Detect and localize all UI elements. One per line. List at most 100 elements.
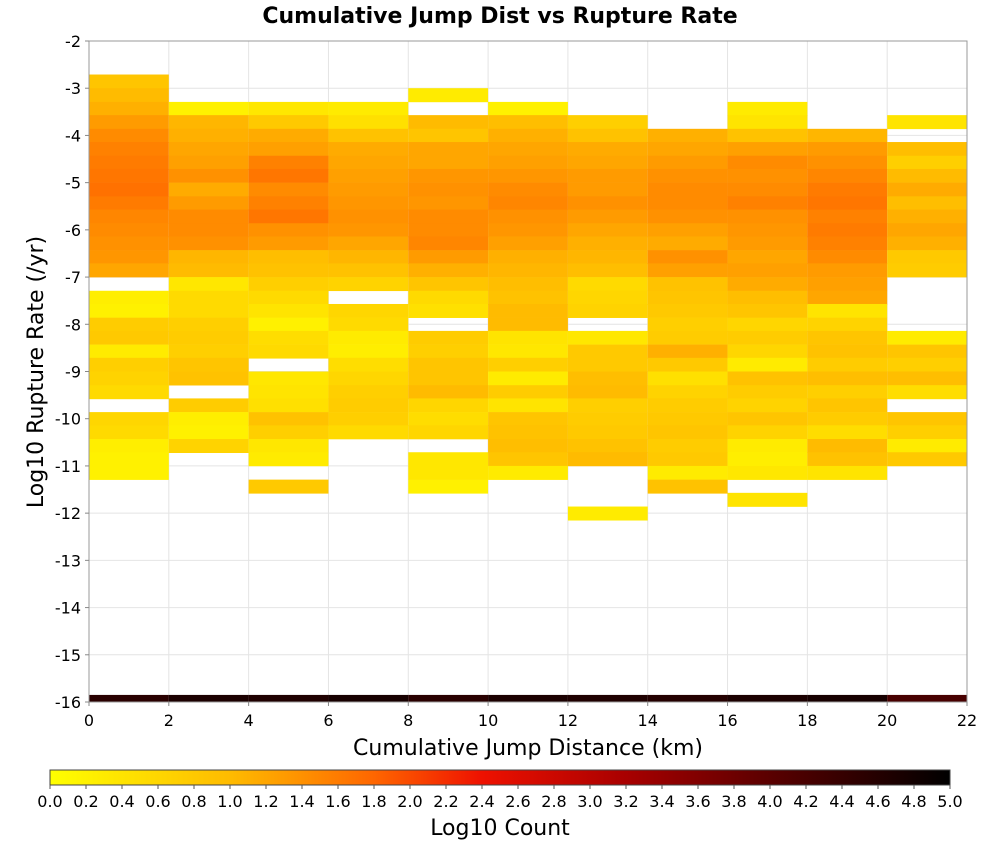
heatmap-cell <box>168 412 249 427</box>
heatmap-cell <box>488 317 568 332</box>
colorbar-tick-label: 4.2 <box>793 792 818 811</box>
colorbar-tick-label: 0.6 <box>145 792 170 811</box>
heatmap-cell <box>807 223 888 238</box>
heatmap-cell <box>887 250 967 265</box>
heatmap-cell <box>647 182 728 197</box>
heatmap-cell <box>328 371 409 386</box>
heatmap-cell <box>488 101 568 116</box>
heatmap-cell <box>488 115 568 130</box>
heatmap-cell <box>89 250 169 265</box>
heatmap-cell <box>168 155 249 170</box>
heatmap-cell <box>488 155 568 170</box>
chart-title: Cumulative Jump Dist vs Rupture Rate <box>262 4 737 29</box>
heatmap-cell <box>887 236 967 251</box>
heatmap-cell <box>328 128 409 143</box>
heatmap-cell <box>807 398 888 413</box>
heatmap-cell <box>727 142 808 157</box>
heatmap-cell <box>168 303 249 318</box>
colorbar-gradient <box>49 769 951 786</box>
heatmap-cell <box>248 398 329 413</box>
heatmap-cell <box>248 371 329 386</box>
heatmap-cell <box>647 223 728 238</box>
y-tick-label: -3 <box>65 79 81 98</box>
heatmap-cell <box>647 479 728 494</box>
heatmap-cell <box>647 128 728 143</box>
heatmap-cell <box>807 196 888 211</box>
heatmap-cell <box>328 142 409 157</box>
heatmap-cell <box>89 209 169 224</box>
heatmap-cell <box>647 263 728 278</box>
heatmap-cell <box>408 385 489 400</box>
heatmap-cell <box>647 330 728 345</box>
heatmap-cell <box>488 465 568 480</box>
heatmap-cell <box>248 196 329 211</box>
heatmap-cell <box>807 128 888 143</box>
colorbar-tick-label: 0.8 <box>181 792 206 811</box>
heatmap-cell <box>488 398 568 413</box>
heatmap-cell <box>328 357 409 372</box>
heatmap-cell <box>328 168 409 183</box>
colorbar-tick-label: 2.8 <box>541 792 566 811</box>
heatmap-cell <box>567 250 648 265</box>
heatmap-cell <box>408 196 489 211</box>
heatmap-cell <box>168 694 249 702</box>
heatmap-cell <box>727 277 808 292</box>
y-tick-label: -9 <box>65 363 81 382</box>
heatmap-cell <box>567 357 648 372</box>
heatmap-cell <box>647 250 728 265</box>
heatmap-cell <box>647 371 728 386</box>
heatmap-cell <box>887 439 967 454</box>
heatmap-cell <box>408 357 489 372</box>
heatmap-cell <box>488 371 568 386</box>
heatmap-cell <box>887 357 967 372</box>
heatmap-cell <box>89 128 169 143</box>
y-tick-label: -4 <box>65 126 81 145</box>
heatmap-cell <box>488 209 568 224</box>
heatmap-cell <box>248 223 329 238</box>
heatmap-cell <box>248 182 329 197</box>
heatmap-cell <box>727 182 808 197</box>
heatmap-cell <box>408 263 489 278</box>
x-tick-label: 6 <box>323 711 333 730</box>
heatmap-cell <box>248 317 329 332</box>
heatmap-cell <box>807 303 888 318</box>
heatmap-cell <box>488 142 568 157</box>
heatmap-cell <box>727 371 808 386</box>
y-axis-ticks: -2 -3 -4 -5 -6 -7 -8 -9 -10 -11 -12 -13 -14 -15 -16 <box>55 32 89 712</box>
colorbar-tick-label: 1.8 <box>361 792 386 811</box>
y-tick-label: -12 <box>55 504 81 523</box>
heatmap-cell <box>887 385 967 400</box>
colorbar-tick-label: 3.2 <box>613 792 638 811</box>
heatmap-cell <box>168 101 249 116</box>
heatmap-cell <box>727 128 808 143</box>
heatmap-cell <box>89 196 169 211</box>
heatmap-cell <box>248 425 329 440</box>
heatmap-cell <box>727 439 808 454</box>
x-axis-label: Cumulative Jump Distance (km) <box>353 736 703 761</box>
colorbar-tick-label: 4.6 <box>865 792 890 811</box>
heatmap-cell <box>248 452 329 467</box>
heatmap-cell <box>328 182 409 197</box>
heatmap-cell <box>887 142 967 157</box>
heatmap-cell <box>408 398 489 413</box>
heatmap-cell <box>567 290 648 305</box>
heatmap-cell <box>328 115 409 130</box>
heatmap-cell <box>647 425 728 440</box>
heatmap-cell <box>328 412 409 427</box>
heatmap-cell <box>408 465 489 480</box>
heatmap-cell <box>567 277 648 292</box>
heatmap-cell <box>727 168 808 183</box>
heatmap-cell <box>887 425 967 440</box>
heatmap-cell <box>727 115 808 130</box>
heatmap-cell <box>727 101 808 116</box>
heatmap-cell <box>248 694 329 702</box>
heatmap-cell <box>647 236 728 251</box>
heatmap-cell <box>567 155 648 170</box>
heatmap-cell <box>807 317 888 332</box>
heatmap-cell <box>807 465 888 480</box>
heatmap-cell <box>488 303 568 318</box>
heatmap-cell <box>567 344 648 359</box>
heatmap-cell <box>168 236 249 251</box>
heatmap-cell <box>408 155 489 170</box>
heatmap-cell <box>807 168 888 183</box>
